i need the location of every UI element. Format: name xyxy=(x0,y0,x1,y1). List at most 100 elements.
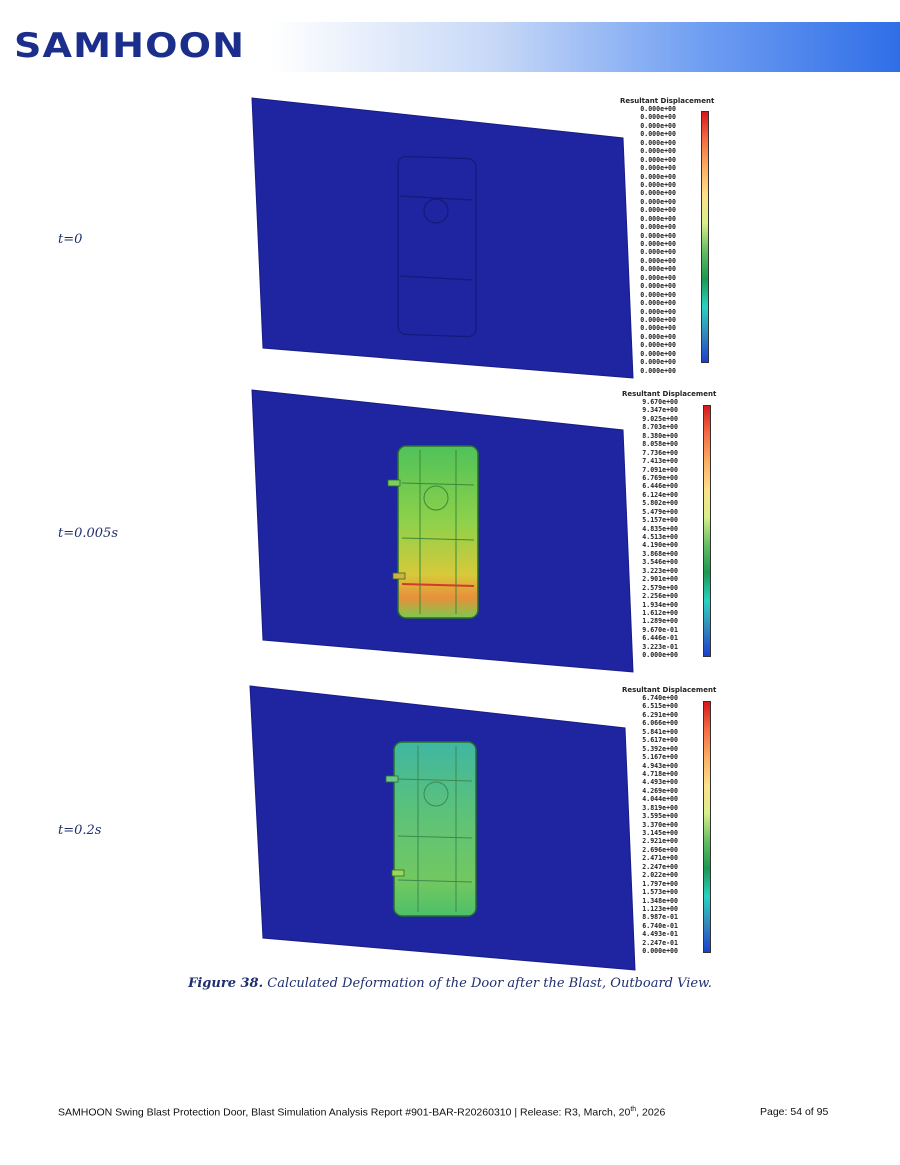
legend-value: 4.835e+00 xyxy=(642,524,678,533)
legend-value: 0.000e+00 xyxy=(640,130,676,139)
legend-value: 3.145e+00 xyxy=(642,829,678,837)
legend-value: 9.670e-01 xyxy=(642,625,678,634)
legend-value: 2.921e+00 xyxy=(642,837,678,846)
header-band xyxy=(0,22,900,72)
footer-year: , 2026 xyxy=(636,1106,666,1119)
legend-value: 3.370e+00 xyxy=(642,820,678,829)
legend-value: 2.256e+00 xyxy=(642,592,678,601)
legend-value: 1.123e+00 xyxy=(642,904,678,913)
legend-value: 4.943e+00 xyxy=(642,761,678,770)
legend-value: 0.000e+00 xyxy=(640,113,676,122)
legend-value: 0.000e+00 xyxy=(640,358,676,367)
legend-colorbar xyxy=(701,111,709,363)
simulation-panel-t0: Resultant Displacement 0.000e+00 0.000e+0… xyxy=(250,96,730,386)
footer-report-title: SAMHOON Swing Blast Protection Door, Bla… xyxy=(58,1106,631,1119)
legend-value: 8.380e+00 xyxy=(642,431,678,440)
legend-value: 5.479e+00 xyxy=(642,507,678,516)
legend-value: 0.000e+00 xyxy=(642,947,678,956)
legend-value: 0.000e+00 xyxy=(640,223,676,232)
legend-value: 1.934e+00 xyxy=(642,600,678,609)
door-plate-t0005 xyxy=(251,389,634,673)
legend-value: 4.513e+00 xyxy=(642,533,678,541)
legend-title: Resultant Displacement xyxy=(622,686,717,694)
legend-value: 0.000e+00 xyxy=(640,307,676,316)
legend-value: 2.247e+00 xyxy=(642,862,678,871)
legend-value: 2.247e-01 xyxy=(642,938,678,947)
legend-value: 2.696e+00 xyxy=(642,845,678,854)
legend-value: 8.987e-01 xyxy=(642,913,678,922)
door-plate-t0 xyxy=(251,97,634,379)
legend-value: 0.000e+00 xyxy=(640,121,676,130)
company-logo: SAMHOON xyxy=(14,26,246,66)
legend-value: 6.446e+00 xyxy=(642,482,678,491)
legend-value: 2.579e+00 xyxy=(642,583,678,592)
legend-value: 8.058e+00 xyxy=(642,440,678,449)
legend-value: 4.718e+00 xyxy=(642,769,678,778)
legend-value: 5.167e+00 xyxy=(642,753,678,762)
door-plate-t02 xyxy=(249,685,636,971)
legend-value: 1.348e+00 xyxy=(642,896,678,905)
legend-value: 0.000e+00 xyxy=(640,172,676,181)
legend-value: 4.190e+00 xyxy=(642,541,678,550)
legend-value: 0.000e+00 xyxy=(640,324,676,333)
legend-colorbar xyxy=(703,701,711,953)
legend-values: 9.670e+00 9.347e+00 9.025e+00 8.703e+00 8.38… xyxy=(618,398,678,660)
footer-text: SAMHOON Swing Blast Protection Door, Bla… xyxy=(58,1106,665,1119)
legend-colorbar xyxy=(703,405,711,657)
legend-value: 5.392e+00 xyxy=(642,744,678,753)
legend-value: 0.000e+00 xyxy=(640,349,676,358)
legend-value: 0.000e+00 xyxy=(640,248,676,257)
legend-values: 6.740e+00 6.515e+00 6.291e+00 6.066e+00 5.84… xyxy=(618,694,678,956)
legend-value: 9.347e+00 xyxy=(642,406,678,415)
legend-value: 4.269e+00 xyxy=(642,786,678,795)
footer-date-suffix: th xyxy=(630,1106,637,1113)
legend-value: 0.000e+00 xyxy=(640,214,676,223)
time-label-t0005: t=0.005s xyxy=(58,526,119,541)
figure-caption: Figure 38. Calculated Deformation of the… xyxy=(0,976,900,991)
legend-values: 0.000e+00 0.000e+00 0.000e+00 0.000e+00 0.00… xyxy=(616,105,676,375)
time-label-t02: t=0.2s xyxy=(58,823,102,838)
legend-value: 3.546e+00 xyxy=(642,558,678,567)
legend-value: 6.515e+00 xyxy=(642,702,678,711)
legend-value: 6.740e+00 xyxy=(642,694,678,702)
time-label-t0: t=0 xyxy=(58,232,83,247)
legend-value: 4.493e+00 xyxy=(642,778,678,787)
legend-value: 0.000e+00 xyxy=(640,290,676,299)
legend-value: 0.000e+00 xyxy=(640,138,676,147)
legend-value: 1.797e+00 xyxy=(642,879,678,888)
figure-caption-text: Calculated Deformation of the Door after… xyxy=(263,976,712,991)
legend-value: 7.413e+00 xyxy=(642,457,678,466)
legend-value: 2.022e+00 xyxy=(642,871,678,880)
legend-value: 3.223e+00 xyxy=(642,566,678,575)
legend-value: 0.000e+00 xyxy=(640,273,676,282)
legend-value: 0.000e+00 xyxy=(640,180,676,189)
legend-value: 0.000e+00 xyxy=(640,332,676,341)
legend-value: 6.446e-01 xyxy=(642,634,678,643)
legend-value: 7.091e+00 xyxy=(642,465,678,474)
legend-value: 0.000e+00 xyxy=(640,105,676,113)
legend-value: 3.868e+00 xyxy=(642,549,678,558)
legend-value: 5.157e+00 xyxy=(642,516,678,525)
legend-value: 7.736e+00 xyxy=(642,448,678,457)
legend-value: 6.124e+00 xyxy=(642,490,678,499)
legend-value: 0.000e+00 xyxy=(642,651,678,660)
legend-value: 2.901e+00 xyxy=(642,575,678,584)
legend-value: 0.000e+00 xyxy=(640,265,676,274)
legend-value: 0.000e+00 xyxy=(640,282,676,291)
legend-value: 9.025e+00 xyxy=(642,414,678,423)
legend-value: 3.595e+00 xyxy=(642,812,678,821)
legend-value: 8.703e+00 xyxy=(642,423,678,432)
legend-value: 0.000e+00 xyxy=(640,197,676,206)
legend-value: 6.769e+00 xyxy=(642,473,678,482)
legend-value: 9.670e+00 xyxy=(642,398,678,406)
simulation-panel-t02: Resultant Displacement 6.740e+00 6.515e+0… xyxy=(248,684,728,974)
legend-value: 3.223e-01 xyxy=(642,642,678,651)
page-number: Page: 54 of 95 xyxy=(760,1106,829,1118)
legend-value: 0.000e+00 xyxy=(640,147,676,156)
legend-value: 6.066e+00 xyxy=(642,719,678,728)
legend-value: 2.471e+00 xyxy=(642,854,678,863)
legend-value: 0.000e+00 xyxy=(640,341,676,350)
legend-value: 6.740e-01 xyxy=(642,921,678,930)
simulation-panel-t0005: Resultant Displacement 9.670e+00 9.347e+0… xyxy=(250,388,730,678)
legend-value: 5.841e+00 xyxy=(642,727,678,736)
